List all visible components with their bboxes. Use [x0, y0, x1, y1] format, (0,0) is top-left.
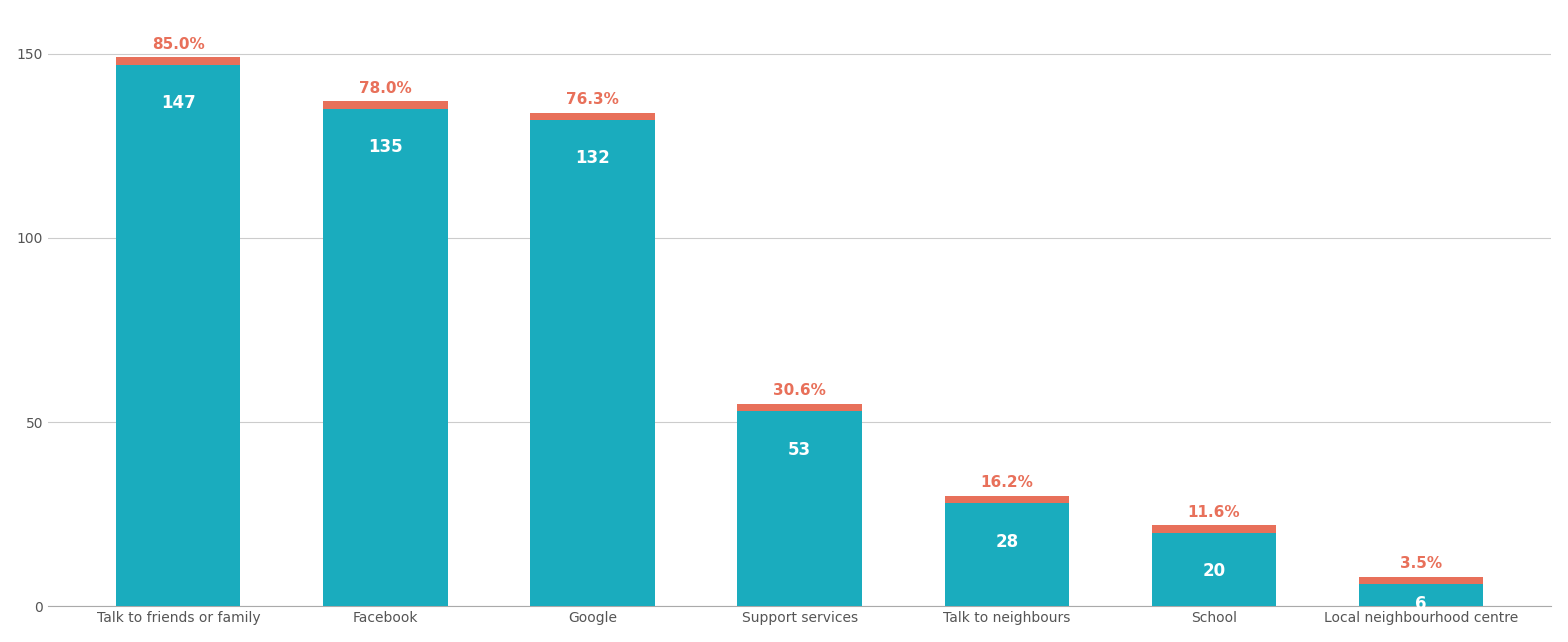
Bar [116, 57, 240, 65]
Text: 16.2%: 16.2% [980, 475, 1033, 490]
Bar [944, 503, 1069, 607]
Bar [530, 112, 655, 120]
Text: 78.0%: 78.0% [359, 81, 412, 96]
Text: 3.5%: 3.5% [1400, 557, 1443, 571]
Text: 135: 135 [368, 138, 403, 156]
Text: 11.6%: 11.6% [1187, 505, 1240, 520]
Text: 147: 147 [162, 94, 196, 112]
Text: 20: 20 [1203, 562, 1225, 580]
Bar [737, 411, 862, 607]
Bar [1359, 584, 1483, 607]
Bar [530, 120, 655, 607]
Bar [1359, 577, 1483, 584]
Bar [116, 65, 240, 607]
Bar [944, 496, 1069, 503]
Bar [323, 109, 447, 607]
Text: 132: 132 [575, 150, 610, 168]
Text: 53: 53 [789, 440, 811, 458]
Bar [323, 101, 447, 109]
Bar [1151, 525, 1276, 533]
Text: 30.6%: 30.6% [773, 383, 826, 398]
Bar [1151, 533, 1276, 607]
Text: 28: 28 [996, 533, 1018, 551]
Text: 6: 6 [1416, 595, 1427, 613]
Text: 85.0%: 85.0% [152, 37, 205, 52]
Bar [737, 404, 862, 411]
Text: 76.3%: 76.3% [566, 92, 619, 107]
